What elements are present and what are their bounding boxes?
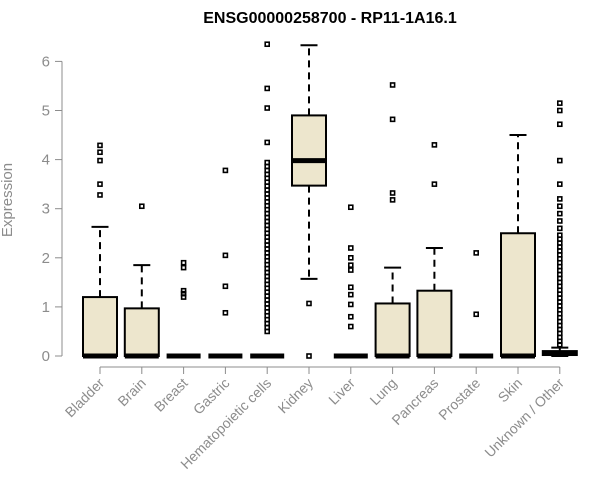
y-tick-label: 2 [42, 250, 50, 267]
y-tick-label: 6 [42, 53, 50, 70]
box-group [250, 41, 285, 359]
outlier-point [180, 259, 187, 266]
outlier-point [222, 309, 229, 316]
box-group [500, 134, 536, 359]
outlier-point [264, 105, 271, 111]
outlier-point [556, 232, 563, 239]
y-axis-label: Expression [0, 163, 16, 237]
outlier-point [347, 262, 354, 268]
box-iqr [500, 232, 536, 357]
outlier-point [556, 203, 563, 210]
x-tick-label: Bladder [62, 375, 108, 421]
outlier-point [180, 287, 187, 294]
box-group [291, 44, 327, 359]
box-group [166, 259, 201, 359]
outlier-point [389, 116, 396, 123]
outlier-point [97, 157, 103, 164]
outlier-point [347, 323, 354, 330]
outlier-point [556, 225, 563, 232]
outlier-point [264, 41, 271, 48]
outlier-point [556, 210, 563, 217]
box-group [541, 100, 578, 357]
outlier-point [347, 245, 354, 251]
outlier-point [347, 301, 354, 308]
box-iqr [416, 289, 453, 357]
outlier-point [264, 139, 271, 146]
outlier-point [389, 82, 396, 88]
outlier-point [97, 149, 103, 156]
box-iqr [123, 307, 160, 357]
outlier-point [222, 167, 229, 174]
outlier-point [97, 142, 103, 149]
outlier-point [347, 204, 354, 211]
outlier-point [347, 255, 354, 261]
x-tick-label: Kidney [275, 375, 317, 417]
box-iqr [82, 296, 118, 357]
outlier-point [97, 181, 103, 187]
y-tick-label: 4 [42, 152, 50, 169]
outlier-point [556, 157, 563, 164]
x-tick-label: Prostate [435, 375, 483, 423]
outlier-point [556, 196, 563, 202]
outlier-point [347, 291, 354, 298]
x-tick-label: Unknown / Other [481, 375, 567, 461]
y-tick-label: 5 [42, 103, 50, 120]
x-tick-label: Skin [495, 375, 526, 406]
outlier-point [473, 250, 480, 256]
box-group [82, 142, 118, 359]
chart-title: ENSG00000258700 - RP11-1A16.1 [203, 10, 457, 27]
y-tick-label: 3 [42, 201, 50, 218]
outlier-point [389, 190, 396, 196]
outlier-point [264, 159, 271, 166]
outlier-point [222, 252, 229, 259]
x-tick-label: Breast [151, 375, 191, 415]
outlier-point [97, 192, 103, 198]
box-group [459, 250, 494, 359]
y-tick-label: 0 [42, 348, 50, 365]
outlier-point [556, 181, 563, 187]
box-group [416, 142, 453, 359]
outlier-point [473, 311, 480, 318]
box-group [123, 203, 160, 359]
box-group [374, 82, 411, 359]
outlier-point [306, 353, 312, 359]
outlier-point [556, 100, 563, 106]
outlier-point [139, 203, 145, 210]
x-tick-label: Lung [366, 375, 399, 408]
box-iqr [374, 302, 411, 358]
outlier-point [389, 197, 396, 203]
outlier-point [347, 284, 354, 291]
box-group [333, 204, 368, 359]
box-iqr [291, 114, 327, 187]
x-tick-label: Liver [325, 375, 358, 408]
boxes-group [82, 41, 578, 359]
outlier-point [180, 290, 187, 297]
outlier-point [264, 85, 271, 92]
outlier-point [347, 267, 354, 273]
x-tick-label: Brain [114, 375, 148, 409]
y-tick-label: 1 [42, 299, 50, 316]
outlier-point [306, 300, 312, 307]
box-group [208, 167, 243, 359]
outlier-point [431, 142, 438, 148]
outlier-point [431, 181, 438, 187]
outlier-point [180, 264, 187, 271]
y-axis: 0 1 2 3 4 5 6 [42, 53, 63, 365]
outlier-point [222, 283, 229, 290]
outlier-point [556, 107, 563, 114]
outlier-point [347, 313, 354, 320]
outlier-point [556, 121, 563, 128]
outlier-point [556, 218, 563, 224]
